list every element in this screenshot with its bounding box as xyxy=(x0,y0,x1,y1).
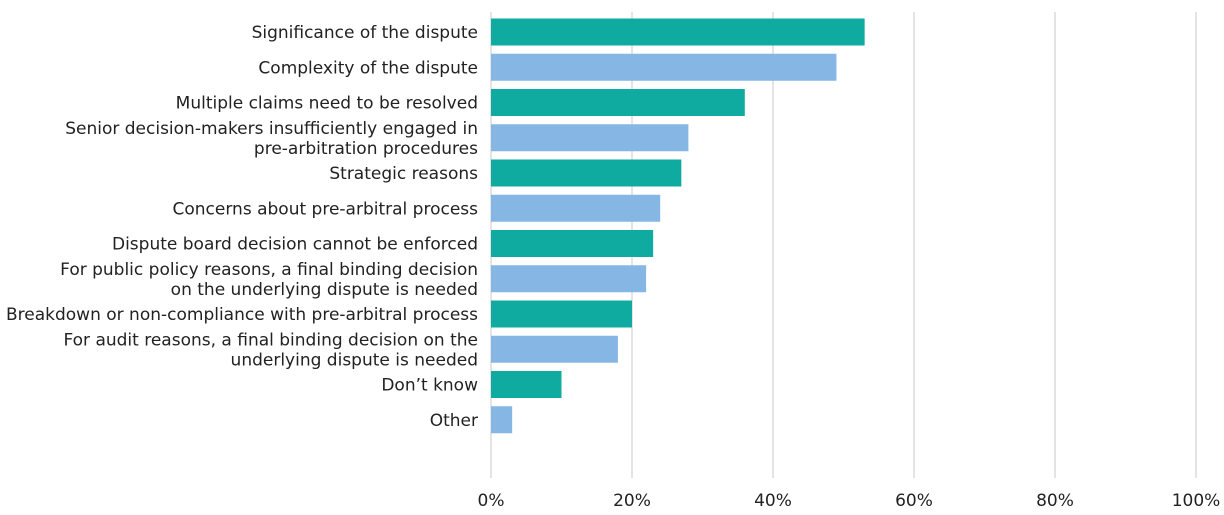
category-label-line: Don’t know xyxy=(381,376,478,396)
category-label-line: Other xyxy=(430,411,478,431)
category-labels: Significance of the dispute Complexity of… xyxy=(6,23,478,431)
category-label: Significance of the dispute xyxy=(252,23,478,43)
category-label-line: pre-arbitration procedures xyxy=(254,139,478,159)
bar xyxy=(491,335,618,363)
category-label-line: Significance of the dispute xyxy=(252,23,478,43)
x-tick-label: 0% xyxy=(478,491,505,511)
category-label: For audit reasons, a final binding decis… xyxy=(63,330,478,370)
category-label-line: Strategic reasons xyxy=(329,164,478,184)
category-label: Dispute board decision cannot be enforce… xyxy=(112,235,478,255)
x-tick-label: 60% xyxy=(895,491,933,511)
category-label-line: underlying dispute is needed xyxy=(231,350,478,370)
category-label-line: Complexity of the dispute xyxy=(258,58,478,78)
bar xyxy=(491,371,562,398)
category-label: Strategic reasons xyxy=(329,164,478,184)
category-label: Complexity of the dispute xyxy=(258,58,478,78)
category-label: For public policy reasons, a final bindi… xyxy=(60,260,478,300)
category-label: Multiple claims need to be resolved xyxy=(176,94,478,114)
category-label-line: Breakdown or non-compliance with pre-arb… xyxy=(6,305,478,325)
bar xyxy=(491,194,661,222)
x-tick-label: 40% xyxy=(754,491,792,511)
category-label-line: For audit reasons, a final binding decis… xyxy=(63,330,478,350)
bar xyxy=(491,18,865,46)
bar xyxy=(491,89,745,116)
bar xyxy=(491,230,654,257)
bar xyxy=(491,124,689,152)
category-label-line: Concerns about pre-arbitral process xyxy=(173,199,479,219)
bar xyxy=(491,265,647,293)
category-label-line: Multiple claims need to be resolved xyxy=(176,94,478,114)
category-label-line: For public policy reasons, a final bindi… xyxy=(60,260,478,280)
x-tick-label: 80% xyxy=(1036,491,1074,511)
x-tick-label: 20% xyxy=(613,491,651,511)
x-axis-ticks: 0% 20% 40% 60% 80% 100% xyxy=(478,491,1221,511)
category-label: Don’t know xyxy=(381,376,478,396)
bar xyxy=(491,406,513,434)
category-label: Concerns about pre-arbitral process xyxy=(173,199,479,219)
category-label-line: on the underlying dispute is needed xyxy=(171,280,478,300)
category-label: Senior decision-makers insufficiently en… xyxy=(65,119,478,159)
category-label-line: Dispute board decision cannot be enforce… xyxy=(112,235,478,255)
bars xyxy=(491,18,865,434)
x-tick-label: 100% xyxy=(1172,491,1221,511)
category-label: Other xyxy=(430,411,478,431)
category-label-line: Senior decision-makers insufficiently en… xyxy=(65,119,478,139)
bar xyxy=(491,159,682,187)
bar xyxy=(491,300,632,328)
bar xyxy=(491,53,837,81)
category-label: Breakdown or non-compliance with pre-arb… xyxy=(6,305,478,325)
